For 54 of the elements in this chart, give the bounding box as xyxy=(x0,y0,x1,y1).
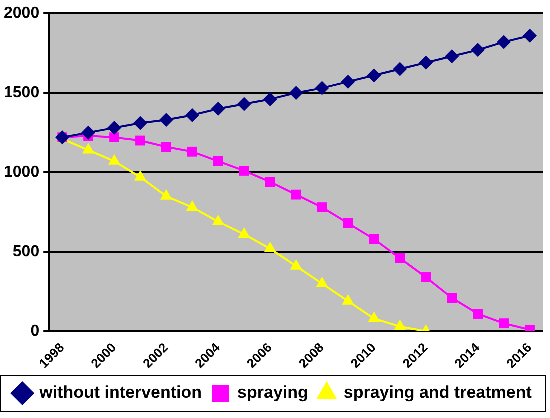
point xyxy=(289,86,304,100)
point xyxy=(471,43,486,58)
point xyxy=(445,50,460,64)
legend-label: without intervention xyxy=(38,383,202,402)
point xyxy=(110,132,120,143)
point xyxy=(212,214,224,226)
point xyxy=(393,62,408,76)
point xyxy=(82,126,96,140)
point xyxy=(315,81,330,96)
y-tick-label: 500 xyxy=(12,243,40,260)
point xyxy=(447,293,458,304)
point xyxy=(395,253,406,264)
point xyxy=(238,228,250,238)
point xyxy=(185,108,200,122)
point xyxy=(419,56,434,70)
point xyxy=(82,143,95,154)
point xyxy=(160,189,173,200)
point xyxy=(421,272,432,282)
point xyxy=(108,121,122,136)
y-tick-label: 1500 xyxy=(4,84,40,102)
point xyxy=(133,116,148,130)
point xyxy=(369,234,380,244)
point xyxy=(263,92,278,106)
point xyxy=(211,102,226,116)
point xyxy=(265,177,276,188)
point xyxy=(499,318,509,329)
y-tick-label: 2000 xyxy=(4,5,40,22)
point xyxy=(290,259,302,270)
legend-label: spraying and treatment xyxy=(344,383,532,402)
point xyxy=(159,113,174,128)
point xyxy=(473,309,484,319)
point xyxy=(367,68,382,83)
point xyxy=(187,146,198,157)
point xyxy=(291,190,302,200)
point xyxy=(341,74,356,89)
point xyxy=(162,142,172,152)
point xyxy=(394,320,406,330)
y-tick-label: 0 xyxy=(30,322,40,340)
legend-label: spraying xyxy=(238,383,308,402)
point xyxy=(264,242,276,252)
point xyxy=(213,156,224,166)
point xyxy=(136,136,146,146)
point xyxy=(368,312,380,322)
point xyxy=(316,276,328,288)
point xyxy=(239,166,250,176)
point xyxy=(186,200,198,212)
point xyxy=(237,97,252,112)
point xyxy=(497,35,512,50)
point xyxy=(523,28,538,43)
point xyxy=(343,218,354,228)
point xyxy=(342,294,354,305)
y-tick-label: 1000 xyxy=(4,164,40,181)
point xyxy=(317,202,328,212)
point xyxy=(134,170,147,181)
